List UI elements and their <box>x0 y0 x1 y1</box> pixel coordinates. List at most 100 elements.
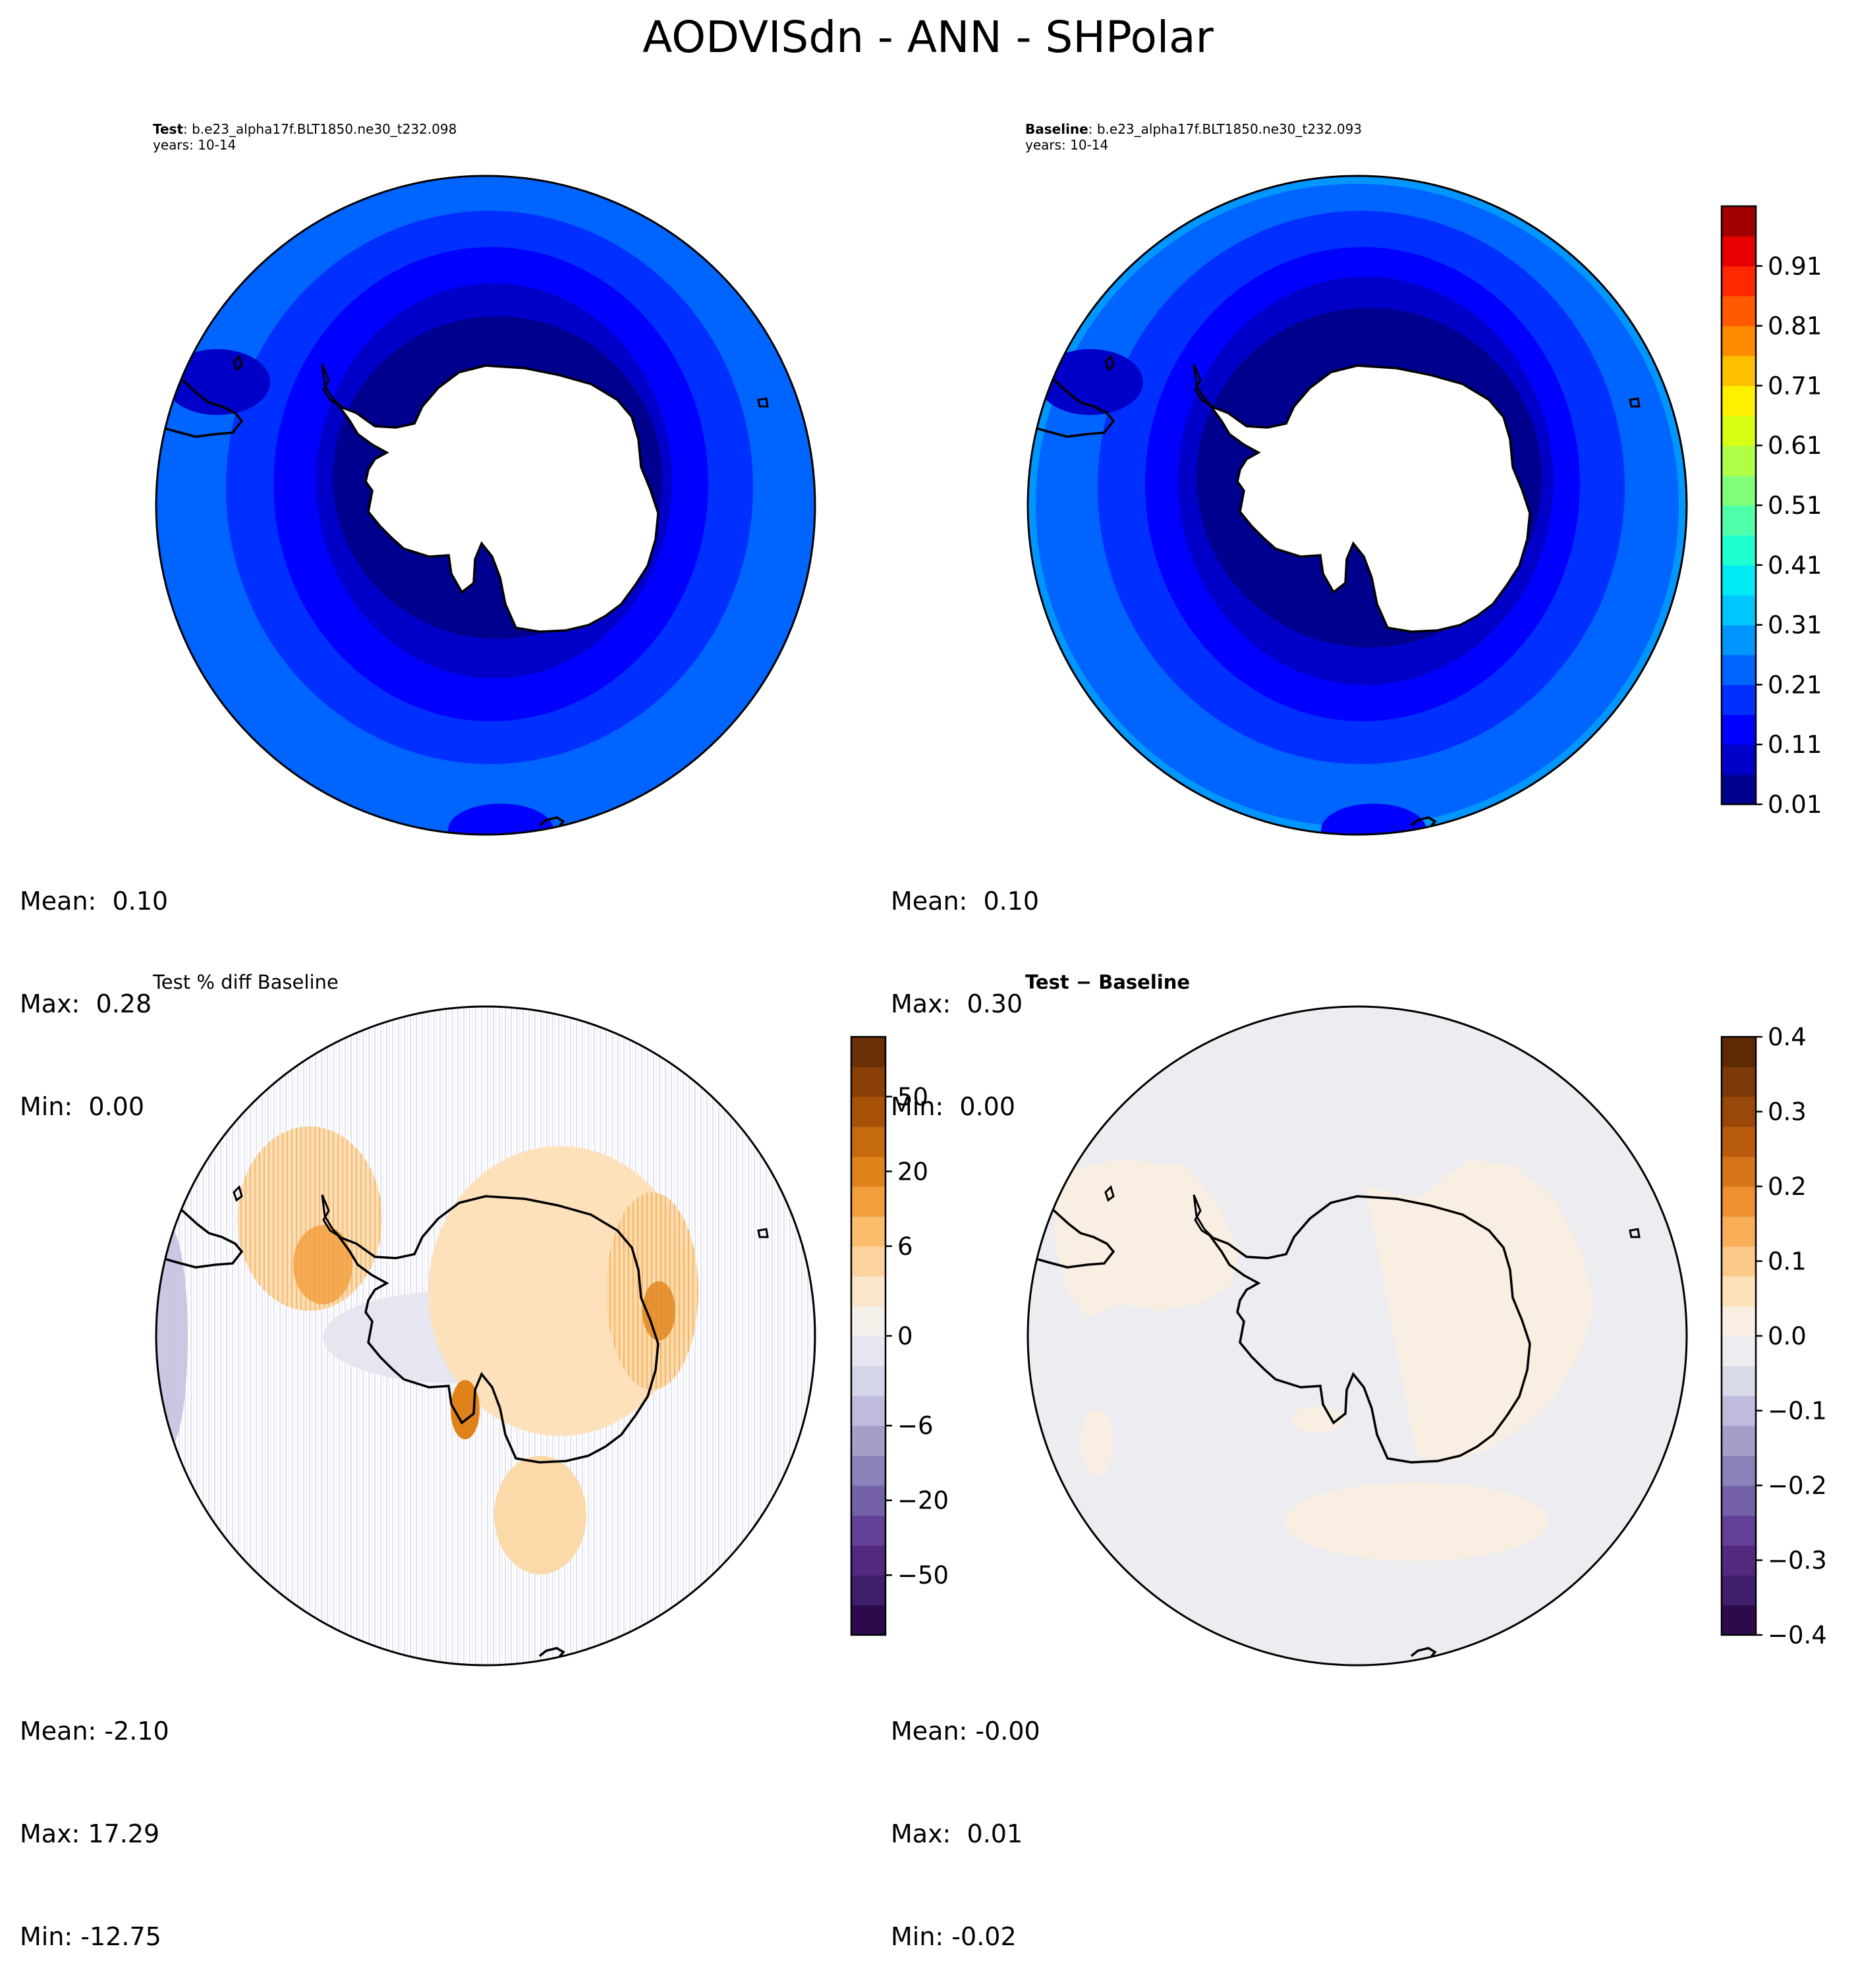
colorbar-pct-swatch-7 <box>851 1395 886 1426</box>
colorbar-pct-tick-label-6: 50 <box>897 1083 928 1111</box>
colorbar-pct-tick-label-4: 6 <box>897 1232 913 1261</box>
pct-diff-title: Test % diff Baseline <box>153 971 339 993</box>
pct-diff-ross-pos <box>451 1380 480 1439</box>
colorbar-diff-swatch-1 <box>1722 1575 1756 1606</box>
colorbar-diff-swatch-7 <box>1722 1395 1756 1426</box>
colorbar-diff-tick-label-0: −0.4 <box>1768 1621 1827 1649</box>
colorbar-diff-swatch-12 <box>1722 1246 1756 1277</box>
colorbar-pct-swatch-9 <box>851 1336 886 1366</box>
colorbar-top-swatch-2 <box>1722 714 1756 745</box>
baseline-label: Baseline <box>1025 121 1088 137</box>
colorbar-pct-swatch-11 <box>851 1276 886 1307</box>
test-label: Test <box>153 121 184 137</box>
colorbar-top-swatch-18 <box>1722 236 1756 267</box>
colorbar-top-swatch-5 <box>1722 624 1756 655</box>
pct-diff-mean: Mean: -2.10 <box>20 1717 169 1746</box>
colorbar-diff: −0.4 −0.3 −0.2 −0.1 0.0 0.1 0.2 0.3 0.4 <box>1720 1023 1827 1649</box>
colorbar-top-tick-label-2: 0.21 <box>1768 671 1822 699</box>
diff-title: Test − Baseline <box>1025 971 1191 993</box>
diff-east-pos <box>1364 1159 1594 1462</box>
pct-diff-map <box>155 1005 816 1667</box>
baseline-south-patch <box>1321 804 1426 835</box>
colorbar-diff-tick-label-4: 0.0 <box>1768 1322 1807 1350</box>
colorbar-top-swatch-7 <box>1722 565 1756 595</box>
colorbar-top-swatch-16 <box>1722 296 1756 327</box>
colorbar-pct-tick-label-0: −50 <box>897 1561 949 1589</box>
colorbar-diff-tick-label-1: −0.3 <box>1768 1547 1827 1575</box>
test-map-frame <box>155 175 816 836</box>
colorbar-top-tick-label-1: 0.11 <box>1768 731 1822 759</box>
baseline-map <box>1026 175 1688 836</box>
colorbar-diff-swatch-19 <box>1722 1037 1756 1067</box>
colorbar-top-swatch-8 <box>1722 535 1756 566</box>
colorbar-top-swatch-1 <box>1722 744 1756 775</box>
colorbar-top-tick-label-9: 0.91 <box>1768 252 1822 281</box>
colorbar-top: 0.01 0.11 0.21 0.31 0.41 0.51 0.61 0.71 0.81 0.91 <box>1720 205 1822 819</box>
colorbar-top-tick-label-5: 0.51 <box>1768 491 1822 520</box>
colorbar-top-swatch-0 <box>1722 774 1756 805</box>
baseline-min: Min: 0.00 <box>891 1092 1015 1121</box>
diff-mean: Mean: -0.00 <box>891 1717 1040 1746</box>
colorbar-top-swatch-9 <box>1722 505 1756 536</box>
colorbar-diff-tick-label-8: 0.4 <box>1768 1023 1807 1051</box>
colorbar-top-swatch-12 <box>1722 415 1756 446</box>
baseline-case: : b.e23_alpha17f.BLT1850.ne30_t232.093 <box>1088 121 1363 137</box>
diff-background <box>1028 1007 1687 1665</box>
colorbar-diff-swatch-13 <box>1722 1216 1756 1247</box>
test-min: Min: 0.00 <box>20 1092 144 1121</box>
diff-west-pos <box>1054 1159 1239 1317</box>
test-south-patch <box>448 804 553 835</box>
colorbar-diff-swatch-11 <box>1722 1276 1756 1307</box>
diff-map <box>1026 1005 1688 1667</box>
colorbar-diff-tick-label-6: 0.2 <box>1768 1173 1807 1201</box>
colorbar-pct-swatch-8 <box>851 1366 886 1396</box>
baseline-map-frame <box>1026 175 1688 836</box>
colorbar-top-tick-label-6: 0.61 <box>1768 431 1822 460</box>
colorbar-diff-tick-label-3: −0.1 <box>1768 1397 1827 1425</box>
baseline-header: Baseline: b.e23_alpha17f.BLT1850.ne30_t2… <box>1025 121 1362 153</box>
colorbar-pct-tick-label-3: 0 <box>897 1322 913 1350</box>
diff-max: Max: 0.01 <box>891 1819 1023 1848</box>
colorbar-diff-swatch-2 <box>1722 1545 1756 1576</box>
pct-diff-stats: Mean: -2.10 Max: 17.29 Min: -12.75 <box>20 1645 169 1988</box>
test-case: : b.e23_alpha17f.BLT1850.ne30_t232.098 <box>183 121 457 137</box>
colorbar-top-swatch-4 <box>1722 655 1756 685</box>
colorbar-top-tick-label-7: 0.71 <box>1768 372 1822 400</box>
colorbar-pct-swatch-0 <box>851 1605 886 1636</box>
colorbar-diff-swatch-9 <box>1722 1336 1756 1366</box>
colorbar-diff-swatch-15 <box>1722 1156 1756 1187</box>
test-map <box>155 175 816 836</box>
test-sa-patch <box>165 349 270 415</box>
baseline-years: years: 10-14 <box>1025 137 1109 153</box>
colorbar-pct-tick-label-1: −20 <box>897 1487 949 1515</box>
baseline-max: Max: 0.30 <box>891 989 1023 1018</box>
diff-min: Min: -0.02 <box>891 1922 1017 1951</box>
colorbar-pct-swatch-5 <box>851 1455 886 1486</box>
colorbar-top-tick-label-3: 0.31 <box>1768 611 1822 640</box>
colorbar-top-tick-label-0: 0.01 <box>1768 790 1822 819</box>
colorbar-pct-tick-label-2: −6 <box>897 1412 934 1440</box>
colorbar-diff-swatch-0 <box>1722 1605 1756 1636</box>
pct-diff-peninsula-core <box>293 1225 352 1304</box>
colorbar-diff-tick-label-5: 0.1 <box>1768 1248 1807 1276</box>
colorbar-top-swatch-6 <box>1722 595 1756 626</box>
pct-diff-map-frame <box>155 1005 816 1667</box>
colorbar-pct-swatch-16 <box>851 1126 886 1157</box>
figure-title: AODVISdn - ANN - SHPolar <box>642 12 1214 63</box>
baseline-stats: Mean: 0.10 Max: 0.30 Min: 0.00 <box>891 815 1039 1158</box>
baseline-sa-patch <box>1038 349 1143 415</box>
colorbar-pct-swatch-1 <box>851 1575 886 1606</box>
colorbar-pct-swatch-14 <box>851 1186 886 1217</box>
colorbar-top-swatch-3 <box>1722 684 1756 715</box>
colorbar-top-swatch-11 <box>1722 445 1756 476</box>
colorbar-diff-swatch-3 <box>1722 1515 1756 1546</box>
diff-small-pos-1 <box>1081 1410 1113 1476</box>
colorbar-pct-swatch-2 <box>851 1545 886 1576</box>
colorbar-diff-swatch-16 <box>1722 1126 1756 1157</box>
colorbar-pct-swatch-4 <box>851 1485 886 1516</box>
colorbar-diff-swatch-6 <box>1722 1425 1756 1456</box>
test-max: Max: 0.28 <box>20 989 152 1018</box>
colorbar-pct-swatch-12 <box>851 1246 886 1277</box>
pct-diff-max: Max: 17.29 <box>20 1819 160 1848</box>
diff-stats: Mean: -0.00 Max: 0.01 Min: -0.02 <box>891 1645 1040 1988</box>
